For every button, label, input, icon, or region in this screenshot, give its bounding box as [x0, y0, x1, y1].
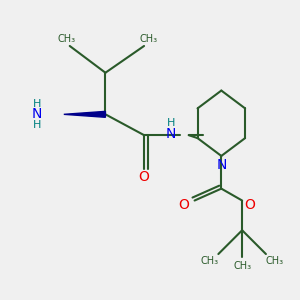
Text: CH₃: CH₃	[58, 34, 76, 44]
Text: N: N	[32, 107, 42, 121]
Text: H: H	[167, 118, 175, 128]
Text: CH₃: CH₃	[140, 34, 158, 44]
Text: H: H	[33, 99, 41, 109]
Polygon shape	[64, 111, 105, 117]
Text: N: N	[166, 127, 176, 141]
Text: O: O	[179, 198, 190, 212]
Text: CH₃: CH₃	[233, 261, 251, 271]
Text: N: N	[216, 158, 226, 172]
Text: H: H	[33, 120, 41, 130]
Text: CH₃: CH₃	[266, 256, 284, 266]
Text: O: O	[244, 198, 255, 212]
Text: CH₃: CH₃	[200, 256, 218, 266]
Text: O: O	[139, 170, 149, 184]
